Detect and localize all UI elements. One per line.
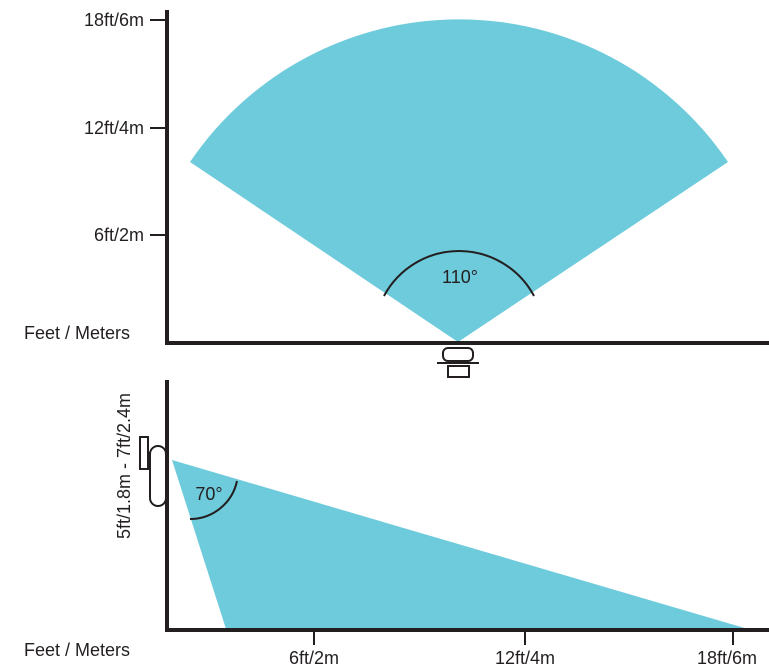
top-angle-arc [383,250,535,297]
side-coverage-wedge [172,460,748,629]
side-view-panel: 70° 6ft/2m 12ft/4m 18ft/6m Feet / Meters… [24,380,769,668]
side-y-label: 5ft/1.8m - 7ft/2.4m [114,393,134,539]
top-axis-title: Feet / Meters [24,323,130,343]
motion-sensor-top-icon [437,347,479,378]
side-x-tick-label: 18ft/6m [697,648,757,668]
top-view-panel: 110° 18ft/6m 12ft/4m 6ft/2m Feet / Meter… [24,10,769,378]
top-angle-label: 110° [442,267,478,287]
motion-sensor-side-icon [139,436,167,507]
top-y-tick-label: 6ft/2m [94,225,144,245]
top-coverage-fan [190,19,728,343]
top-y-tick-label: 18ft/6m [84,10,144,30]
side-angle-arc [189,480,238,521]
side-x-tick-label: 12ft/4m [495,648,555,668]
side-x-tick-label: 6ft/2m [289,648,339,668]
top-y-tick-label: 12ft/4m [84,118,144,138]
side-axis-title: Feet / Meters [24,640,130,660]
side-angle-label: 70° [195,484,222,504]
